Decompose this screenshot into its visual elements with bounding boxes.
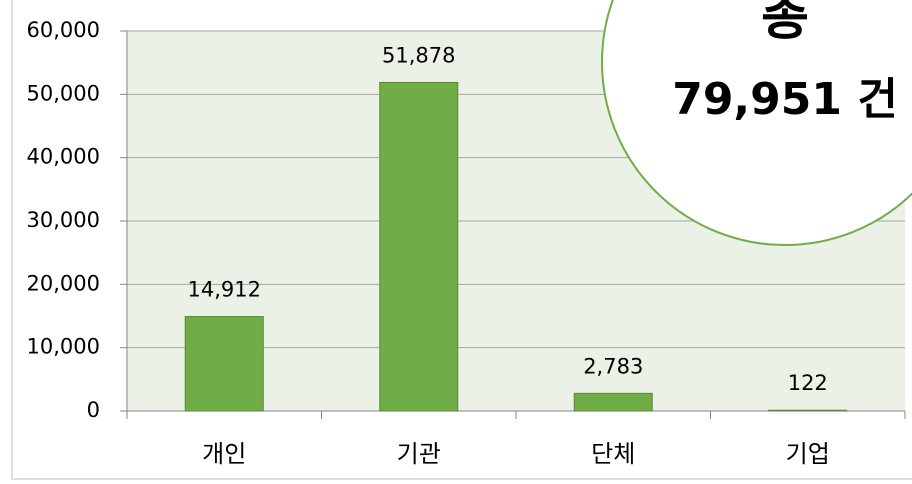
y-tick-label: 30,000 [27, 208, 100, 232]
callout-circle [601, 0, 912, 246]
callout-title: 총 [761, 0, 809, 47]
marks: 0 10,000 20,000 30,000 40,000 50,000 60,000 개인 1… [27, 18, 906, 468]
y-tick-label: 10,000 [27, 335, 100, 359]
bar [768, 409, 848, 412]
value-label: 2,783 [583, 354, 643, 378]
callout-total: 79,951 건 [672, 74, 898, 125]
bar [573, 392, 653, 412]
x-tick-label: 기업 [786, 440, 830, 468]
y-tick-label: 0 [87, 398, 100, 422]
y-tick-label: 50,000 [27, 81, 100, 105]
value-label: 122 [788, 371, 828, 395]
x-tick-label: 단체 [591, 440, 635, 468]
y-tick-label: 20,000 [27, 271, 100, 295]
y-tick-label: 60,000 [27, 18, 100, 42]
bar [184, 316, 264, 412]
value-label: 14,912 [188, 278, 261, 302]
bar [379, 81, 459, 412]
x-tick-label: 기관 [397, 440, 441, 468]
value-label: 51,878 [382, 43, 455, 67]
y-tick-label: 40,000 [27, 145, 100, 169]
x-tick-label: 개인 [202, 440, 246, 468]
